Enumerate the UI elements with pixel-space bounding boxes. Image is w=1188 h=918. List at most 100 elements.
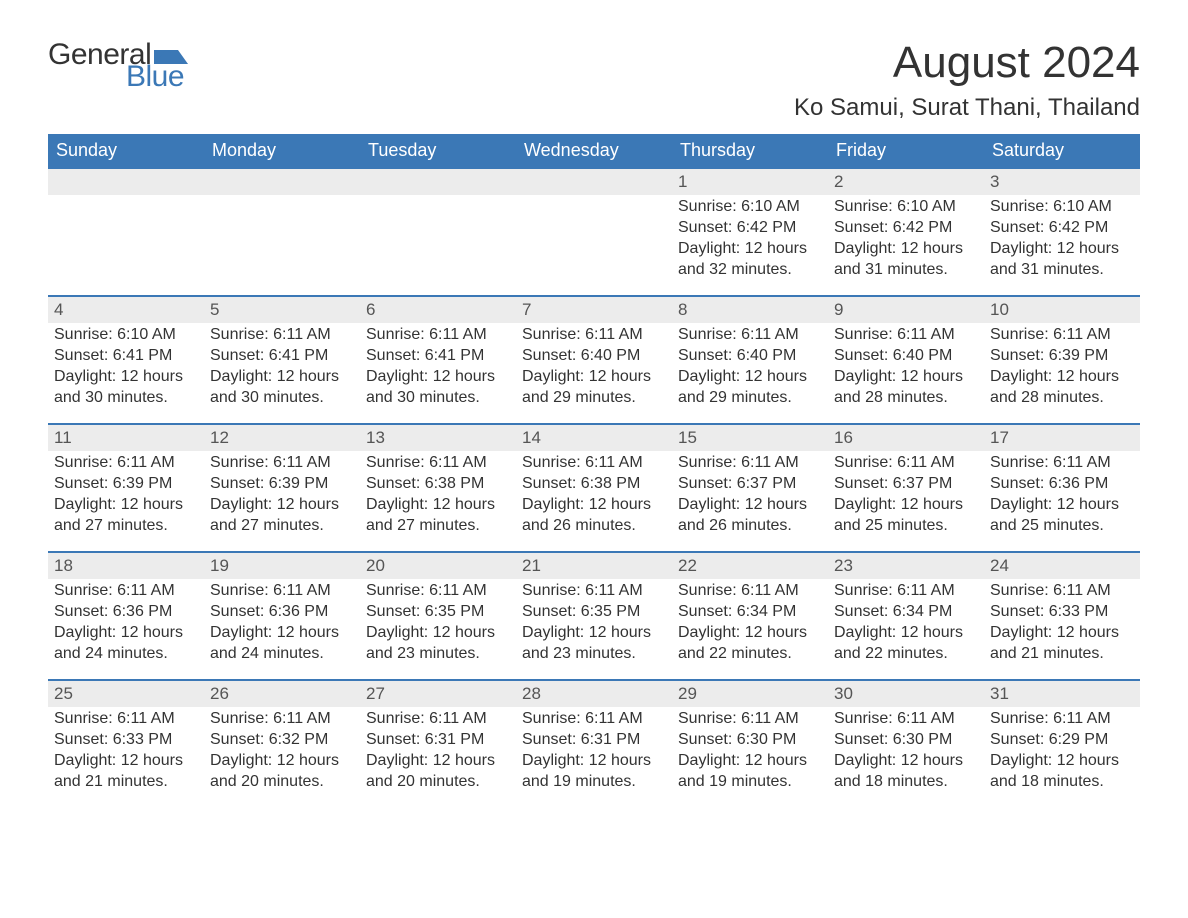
- sunrise-text: Sunrise: 6:11 AM: [210, 453, 354, 474]
- daylight-text-line2: and 30 minutes.: [54, 388, 198, 409]
- daylight-text-line1: Daylight: 12 hours: [834, 367, 978, 388]
- calendar-day: 25Sunrise: 6:11 AMSunset: 6:33 PMDayligh…: [48, 681, 204, 800]
- sunrise-text: Sunrise: 6:11 AM: [990, 453, 1134, 474]
- daylight-text-line2: and 24 minutes.: [54, 644, 198, 665]
- daylight-text-line2: and 27 minutes.: [210, 516, 354, 537]
- daylight-text-line1: Daylight: 12 hours: [678, 239, 822, 260]
- day-body: Sunrise: 6:11 AMSunset: 6:31 PMDaylight:…: [360, 707, 516, 800]
- sunset-text: Sunset: 6:42 PM: [834, 218, 978, 239]
- sunset-text: Sunset: 6:30 PM: [834, 730, 978, 751]
- daylight-text-line2: and 27 minutes.: [366, 516, 510, 537]
- sunrise-text: Sunrise: 6:11 AM: [366, 453, 510, 474]
- daylight-text-line2: and 22 minutes.: [678, 644, 822, 665]
- daylight-text-line1: Daylight: 12 hours: [210, 623, 354, 644]
- daylight-text-line1: Daylight: 12 hours: [366, 495, 510, 516]
- day-number: 11: [48, 425, 204, 451]
- day-number: 19: [204, 553, 360, 579]
- day-body: Sunrise: 6:10 AMSunset: 6:41 PMDaylight:…: [48, 323, 204, 416]
- daylight-text-line1: Daylight: 12 hours: [678, 623, 822, 644]
- daylight-text-line1: Daylight: 12 hours: [522, 751, 666, 772]
- daylight-text-line1: Daylight: 12 hours: [990, 495, 1134, 516]
- day-number: 12: [204, 425, 360, 451]
- calendar-day: 9Sunrise: 6:11 AMSunset: 6:40 PMDaylight…: [828, 297, 984, 423]
- day-body: Sunrise: 6:11 AMSunset: 6:33 PMDaylight:…: [984, 579, 1140, 672]
- day-number: 24: [984, 553, 1140, 579]
- day-body: Sunrise: 6:11 AMSunset: 6:41 PMDaylight:…: [204, 323, 360, 416]
- sunrise-text: Sunrise: 6:11 AM: [522, 325, 666, 346]
- day-number: 21: [516, 553, 672, 579]
- daylight-text-line1: Daylight: 12 hours: [990, 367, 1134, 388]
- daylight-text-line1: Daylight: 12 hours: [210, 495, 354, 516]
- calendar-day: 29Sunrise: 6:11 AMSunset: 6:30 PMDayligh…: [672, 681, 828, 800]
- day-body: Sunrise: 6:10 AMSunset: 6:42 PMDaylight:…: [984, 195, 1140, 288]
- day-number: 28: [516, 681, 672, 707]
- calendar-day: 7Sunrise: 6:11 AMSunset: 6:40 PMDaylight…: [516, 297, 672, 423]
- daylight-text-line1: Daylight: 12 hours: [54, 623, 198, 644]
- calendar-day: 1Sunrise: 6:10 AMSunset: 6:42 PMDaylight…: [672, 169, 828, 295]
- sunset-text: Sunset: 6:35 PM: [522, 602, 666, 623]
- title-block: August 2024 Ko Samui, Surat Thani, Thail…: [794, 40, 1140, 122]
- brand-logo: General Blue: [48, 40, 188, 92]
- day-number: 2: [828, 169, 984, 195]
- day-number: 20: [360, 553, 516, 579]
- sunset-text: Sunset: 6:36 PM: [990, 474, 1134, 495]
- sunset-text: Sunset: 6:42 PM: [678, 218, 822, 239]
- day-body: Sunrise: 6:11 AMSunset: 6:40 PMDaylight:…: [516, 323, 672, 416]
- daylight-text-line1: Daylight: 12 hours: [678, 751, 822, 772]
- day-body: Sunrise: 6:10 AMSunset: 6:42 PMDaylight:…: [828, 195, 984, 288]
- daylight-text-line1: Daylight: 12 hours: [678, 367, 822, 388]
- day-number: 25: [48, 681, 204, 707]
- day-body: Sunrise: 6:11 AMSunset: 6:36 PMDaylight:…: [48, 579, 204, 672]
- day-body: Sunrise: 6:11 AMSunset: 6:39 PMDaylight:…: [204, 451, 360, 544]
- day-number: 16: [828, 425, 984, 451]
- sunset-text: Sunset: 6:30 PM: [678, 730, 822, 751]
- sunrise-text: Sunrise: 6:11 AM: [366, 581, 510, 602]
- sunset-text: Sunset: 6:37 PM: [834, 474, 978, 495]
- sunrise-text: Sunrise: 6:10 AM: [54, 325, 198, 346]
- sunrise-text: Sunrise: 6:11 AM: [834, 709, 978, 730]
- calendar-day: 27Sunrise: 6:11 AMSunset: 6:31 PMDayligh…: [360, 681, 516, 800]
- daylight-text-line2: and 29 minutes.: [678, 388, 822, 409]
- day-number: 1: [672, 169, 828, 195]
- calendar-day: .: [204, 169, 360, 295]
- calendar-day: 15Sunrise: 6:11 AMSunset: 6:37 PMDayligh…: [672, 425, 828, 551]
- calendar-day: 3Sunrise: 6:10 AMSunset: 6:42 PMDaylight…: [984, 169, 1140, 295]
- daylight-text-line2: and 28 minutes.: [990, 388, 1134, 409]
- calendar-day: 8Sunrise: 6:11 AMSunset: 6:40 PMDaylight…: [672, 297, 828, 423]
- sunset-text: Sunset: 6:34 PM: [834, 602, 978, 623]
- sunset-text: Sunset: 6:39 PM: [990, 346, 1134, 367]
- day-body: Sunrise: 6:11 AMSunset: 6:40 PMDaylight:…: [672, 323, 828, 416]
- sunset-text: Sunset: 6:38 PM: [522, 474, 666, 495]
- daylight-text-line2: and 23 minutes.: [366, 644, 510, 665]
- sunset-text: Sunset: 6:31 PM: [366, 730, 510, 751]
- day-body: Sunrise: 6:11 AMSunset: 6:35 PMDaylight:…: [516, 579, 672, 672]
- daylight-text-line2: and 20 minutes.: [366, 772, 510, 793]
- sunrise-text: Sunrise: 6:11 AM: [678, 325, 822, 346]
- sunrise-text: Sunrise: 6:10 AM: [834, 197, 978, 218]
- daylight-text-line2: and 25 minutes.: [990, 516, 1134, 537]
- day-body: Sunrise: 6:11 AMSunset: 6:30 PMDaylight:…: [672, 707, 828, 800]
- weekdays-header: SundayMondayTuesdayWednesdayThursdayFrid…: [48, 134, 1140, 167]
- day-body: Sunrise: 6:11 AMSunset: 6:36 PMDaylight:…: [204, 579, 360, 672]
- sunrise-text: Sunrise: 6:10 AM: [678, 197, 822, 218]
- daylight-text-line2: and 30 minutes.: [210, 388, 354, 409]
- brand-word2: Blue: [126, 62, 188, 92]
- sunrise-text: Sunrise: 6:11 AM: [990, 709, 1134, 730]
- day-body: Sunrise: 6:11 AMSunset: 6:30 PMDaylight:…: [828, 707, 984, 800]
- sunrise-text: Sunrise: 6:11 AM: [834, 325, 978, 346]
- sunset-text: Sunset: 6:41 PM: [210, 346, 354, 367]
- day-body: Sunrise: 6:11 AMSunset: 6:39 PMDaylight:…: [48, 451, 204, 544]
- calendar-day: 28Sunrise: 6:11 AMSunset: 6:31 PMDayligh…: [516, 681, 672, 800]
- day-number: 31: [984, 681, 1140, 707]
- day-body: Sunrise: 6:11 AMSunset: 6:29 PMDaylight:…: [984, 707, 1140, 800]
- calendar-page: General Blue August 2024 Ko Samui, Surat…: [0, 0, 1188, 830]
- day-body: Sunrise: 6:11 AMSunset: 6:41 PMDaylight:…: [360, 323, 516, 416]
- daylight-text-line2: and 21 minutes.: [990, 644, 1134, 665]
- daylight-text-line2: and 19 minutes.: [678, 772, 822, 793]
- day-number: 4: [48, 297, 204, 323]
- day-body: Sunrise: 6:11 AMSunset: 6:34 PMDaylight:…: [672, 579, 828, 672]
- sunset-text: Sunset: 6:42 PM: [990, 218, 1134, 239]
- day-body: Sunrise: 6:11 AMSunset: 6:39 PMDaylight:…: [984, 323, 1140, 416]
- sunrise-text: Sunrise: 6:11 AM: [54, 581, 198, 602]
- sunset-text: Sunset: 6:33 PM: [990, 602, 1134, 623]
